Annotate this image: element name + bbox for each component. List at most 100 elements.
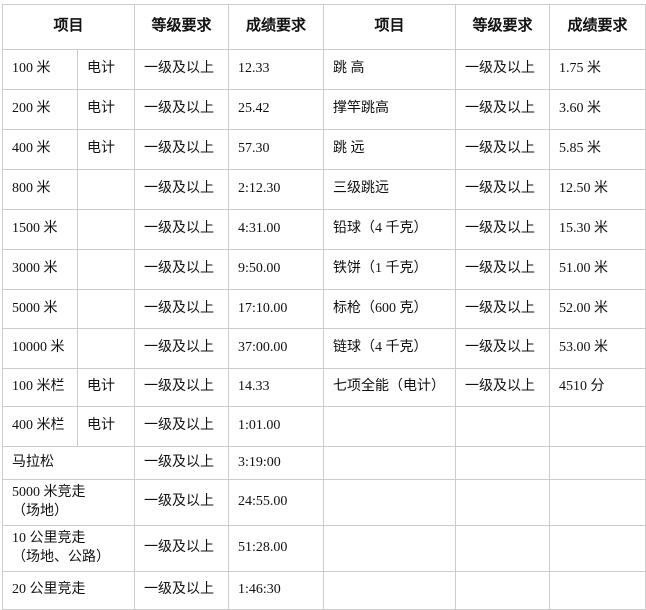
table-row: 100 米 电计 一级及以上 12.33 跳 高 一级及以上 1.75 米 [2,49,646,90]
score-cell: 3.60 米 [549,89,646,130]
level-cell: 一级及以上 [134,525,230,572]
event-cell: 100 米栏 [2,368,78,407]
event-cell: 1500 米 [2,209,78,250]
timing-cell [76,289,136,329]
table-row: 800 米 一级及以上 2:12.30 三级跳远 一级及以上 12.50 米 [2,169,646,210]
header-score-right: 成绩要求 [549,4,646,50]
event-cell: 七项全能（电计） [323,368,457,407]
event-cell [323,479,457,526]
level-cell [455,446,551,480]
level-cell: 一级及以上 [134,446,230,480]
score-cell: 1.75 米 [549,49,646,90]
event-cell [323,406,457,447]
level-cell: 一级及以上 [134,479,230,526]
event-cell: 撑竿跳高 [323,89,457,130]
score-cell: 25.42 [228,89,325,130]
score-cell: 5.85 米 [549,129,646,170]
score-cell: 12.50 米 [549,169,646,210]
score-cell: 51:28.00 [228,525,325,572]
table-row: 1500 米 一级及以上 4:31.00 铅球（4 千克） 一级及以上 15.3… [2,209,646,250]
header-event-right: 项目 [323,4,457,50]
timing-cell: 电计 [76,129,136,170]
level-cell: 一级及以上 [134,368,230,407]
event-cell [323,525,457,572]
score-cell: 57.30 [228,129,325,170]
table-row: 3000 米 一级及以上 9:50.00 铁饼（1 千克） 一级及以上 51.0… [2,249,646,290]
header-level-left: 等级要求 [134,4,230,50]
score-cell: 15.30 米 [549,209,646,250]
score-cell: 3:19:00 [228,446,325,480]
score-cell [549,446,646,480]
header-event-left: 项目 [1,4,136,50]
score-cell [549,479,646,526]
timing-cell [76,209,136,250]
level-cell: 一级及以上 [134,249,230,290]
score-cell: 9:50.00 [228,249,325,290]
event-cell: 跳 高 [323,49,457,90]
table-row: 100 米栏 电计 一级及以上 14.33 七项全能（电计） 一级及以上 451… [2,368,646,407]
event-cell: 100 米 [2,49,78,90]
event-cell: 20 公里竞走 [1,571,136,610]
timing-cell: 电计 [76,368,136,407]
event-cell: 跳 远 [323,129,457,170]
event-cell: 800 米 [2,169,78,210]
timing-cell [76,328,136,369]
level-cell: 一级及以上 [455,368,551,407]
table-row: 10000 米 一级及以上 37:00.00 链球（4 千克） 一级及以上 53… [2,328,646,369]
level-cell: 一级及以上 [134,89,230,130]
score-cell: 2:12.30 [228,169,325,210]
event-cell [323,446,457,480]
level-cell: 一级及以上 [455,89,551,130]
table-row: 5000 米 一级及以上 17:10.00 标枪（600 克） 一级及以上 52… [2,289,646,329]
level-cell: 一级及以上 [134,209,230,250]
score-cell: 14.33 [228,368,325,407]
score-cell [549,571,646,610]
score-cell: 4:31.00 [228,209,325,250]
level-cell: 一级及以上 [455,129,551,170]
level-cell: 一级及以上 [134,328,230,369]
score-cell: 52.00 米 [549,289,646,329]
event-cell: 5000 米竞走 （场地） [1,479,136,526]
level-cell [455,479,551,526]
table-row: 400 米 电计 一级及以上 57.30 跳 远 一级及以上 5.85 米 [2,129,646,170]
level-cell: 一级及以上 [134,129,230,170]
level-cell: 一级及以上 [455,328,551,369]
score-cell: 1:46:30 [228,571,325,610]
table-row: 5000 米竞走 （场地） 一级及以上 24:55.00 [1,479,646,526]
score-cell: 53.00 米 [549,328,646,369]
timing-cell: 电计 [76,89,136,130]
event-cell: 400 米栏 [2,406,78,447]
level-cell: 一级及以上 [134,49,230,90]
timing-cell [76,169,136,210]
timing-cell [76,249,136,290]
table-row: 20 公里竞走 一级及以上 1:46:30 [1,571,646,610]
score-cell [549,525,646,572]
event-cell: 10000 米 [2,328,78,369]
score-cell: 24:55.00 [228,479,325,526]
header-level-right: 等级要求 [455,4,551,50]
level-cell [455,406,551,447]
table-row: 200 米 电计 一级及以上 25.42 撑竿跳高 一级及以上 3.60 米 [2,89,646,130]
level-cell [455,571,551,610]
timing-cell: 电计 [76,49,136,90]
event-cell: 200 米 [2,89,78,130]
event-cell: 链球（4 千克） [323,328,457,369]
header-score-left: 成绩要求 [228,4,325,50]
event-cell [323,571,457,610]
event-cell: 3000 米 [2,249,78,290]
score-cell [549,406,646,447]
level-cell: 一级及以上 [455,249,551,290]
level-cell: 一级及以上 [455,49,551,90]
event-cell: 标枪（600 克） [323,289,457,329]
level-cell: 一级及以上 [455,169,551,210]
score-cell: 17:10.00 [228,289,325,329]
score-cell: 12.33 [228,49,325,90]
level-cell: 一级及以上 [134,289,230,329]
score-cell: 1:01.00 [228,406,325,447]
athlete-standards-table: 项目 等级要求 成绩要求 项目 等级要求 成绩要求 100 米 电计 一级及以上… [1,4,646,610]
header-row: 项目 等级要求 成绩要求 项目 等级要求 成绩要求 [1,4,646,50]
event-cell: 10 公里竞走 （场地、公路） [1,525,136,572]
timing-cell: 电计 [76,406,136,447]
level-cell [455,525,551,572]
score-cell: 37:00.00 [228,328,325,369]
